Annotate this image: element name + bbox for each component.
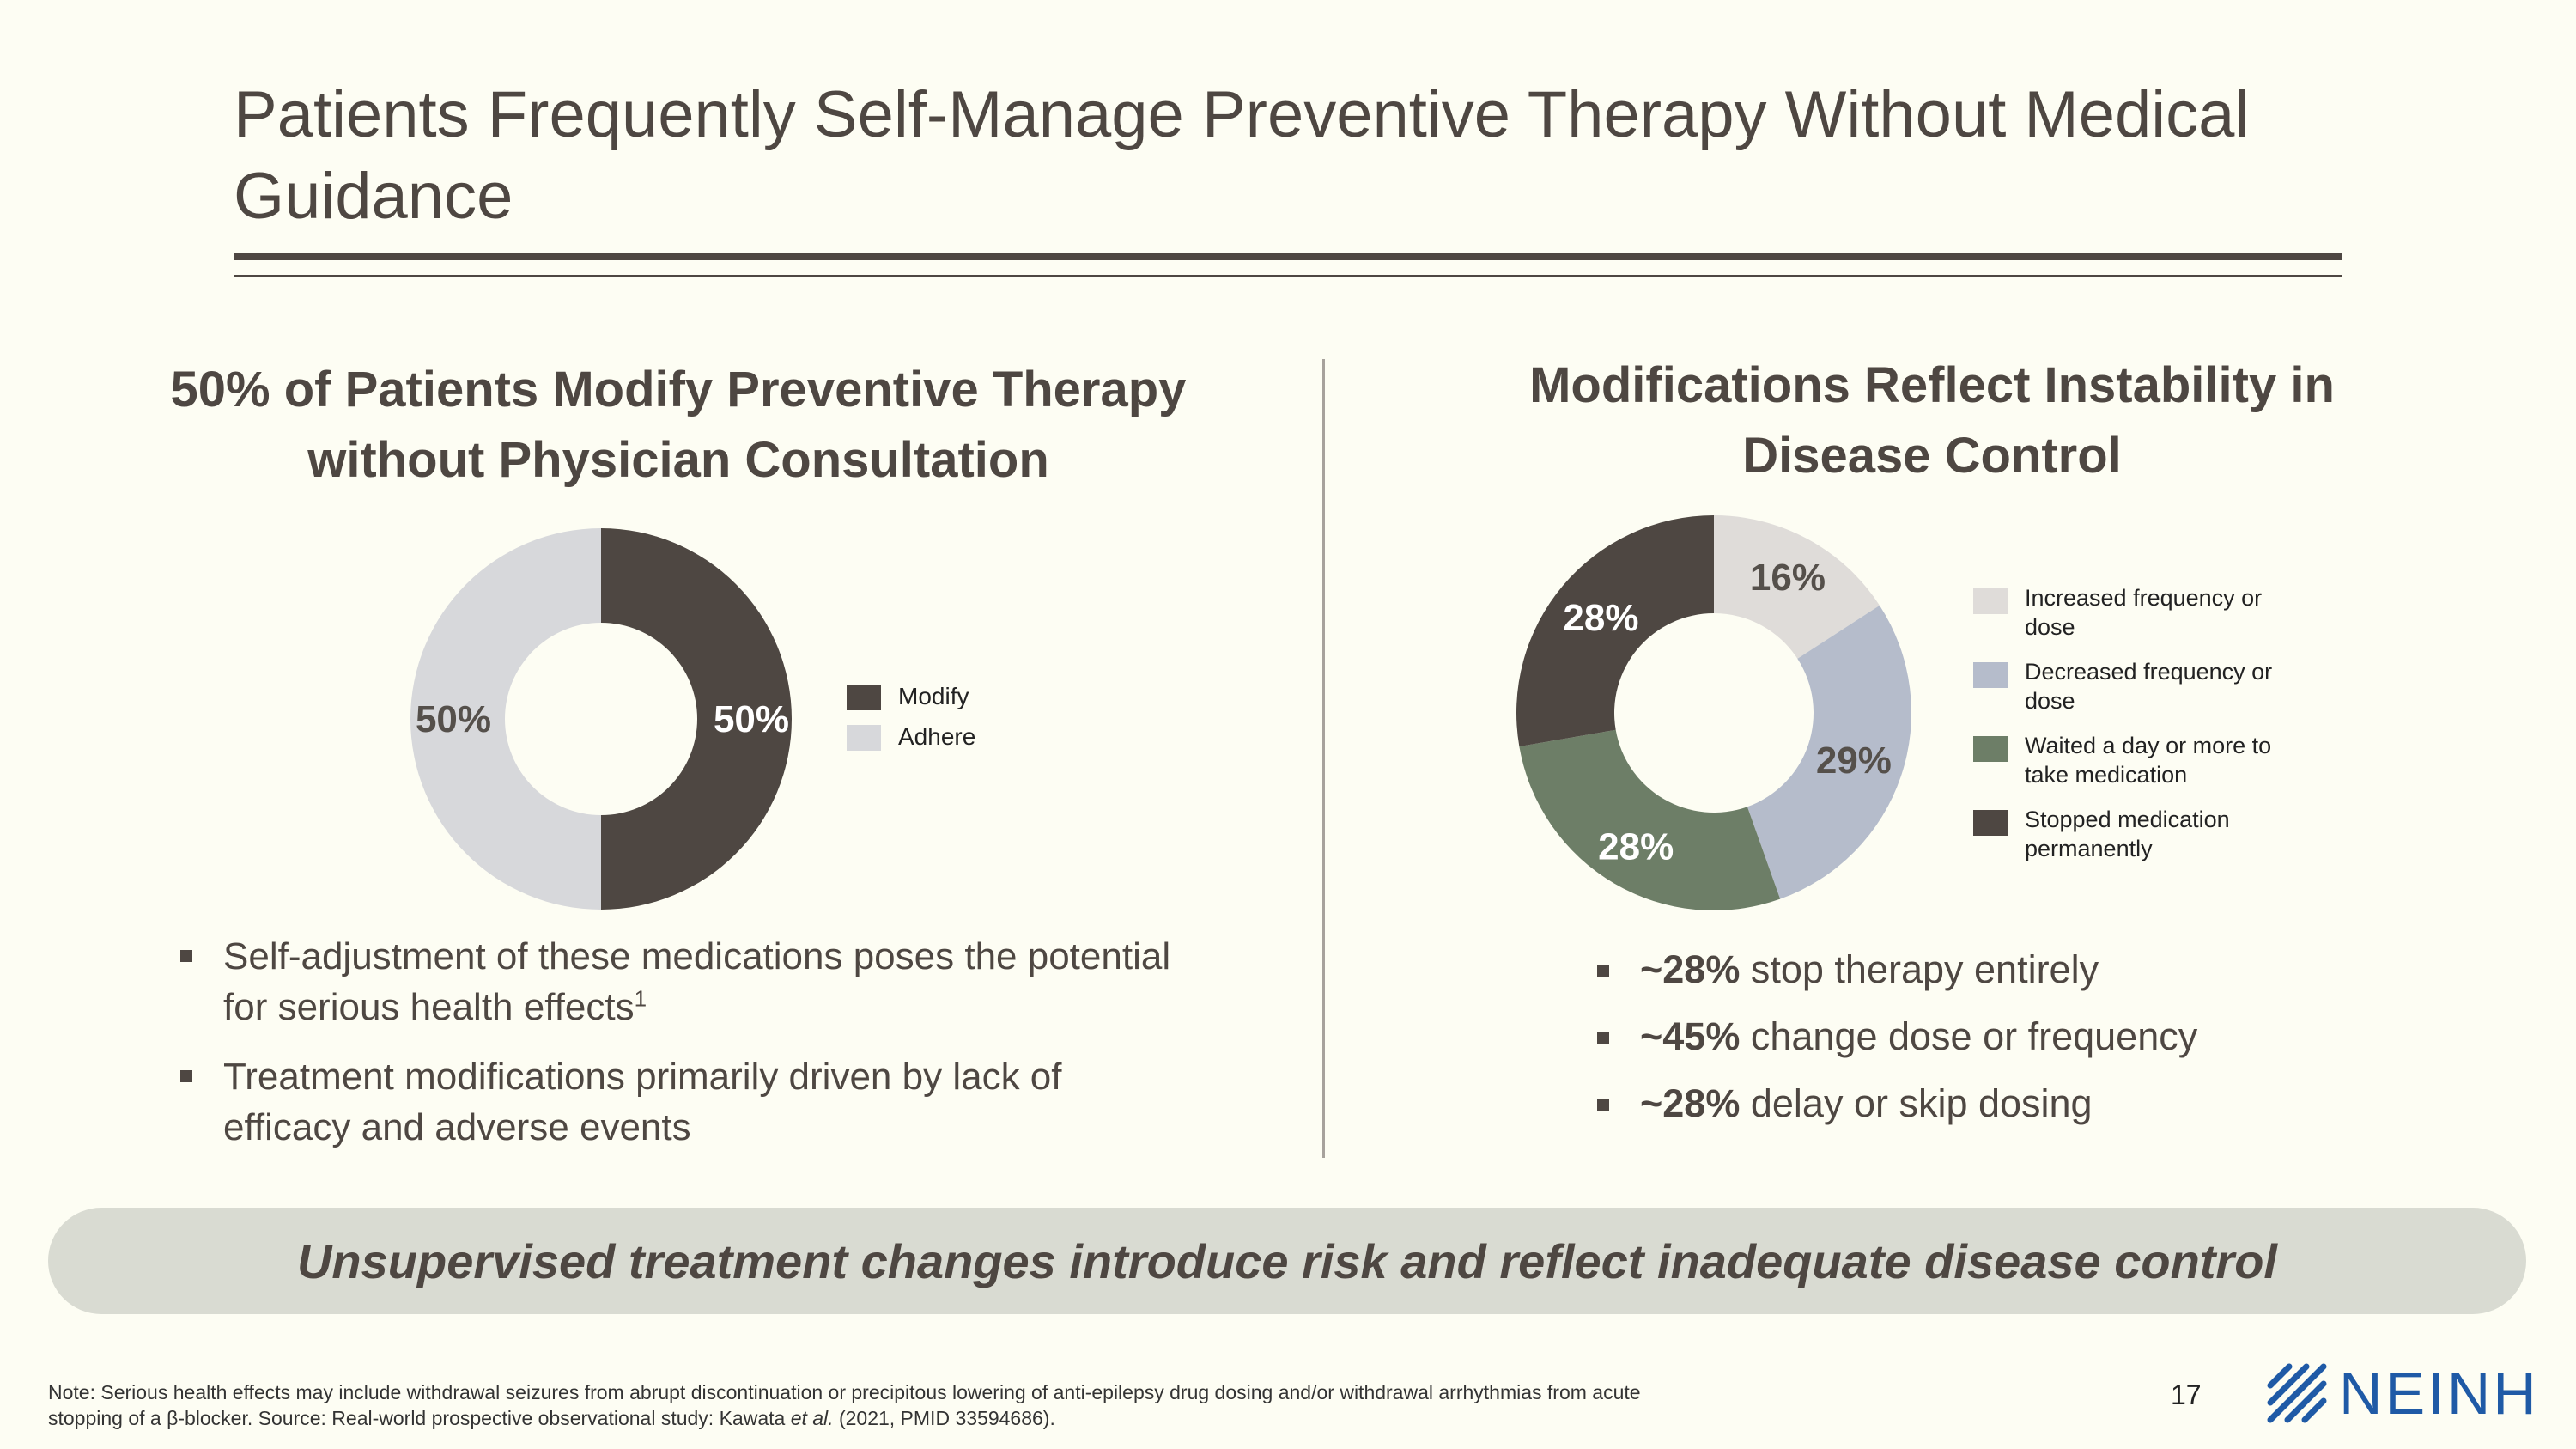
footnote-et-al: et al.: [790, 1407, 834, 1429]
page-number: 17: [2171, 1379, 2202, 1410]
legend-label-decreased: Decreased frequency or dose: [2025, 659, 2273, 714]
right-panel-heading: Modifications Reflect Instability in Dis…: [1529, 357, 2335, 484]
legend-label-waited: Waited a day or more to take medication: [2025, 733, 2272, 788]
left-bullet-2: Treatment modifications primarily driven…: [179, 1051, 1192, 1153]
footnote-line-2: stopping of a β-blocker. Source: Real-wo…: [48, 1405, 1937, 1431]
increased-slice-label: 16%: [1750, 557, 1826, 599]
right-bullet-3-text: delay or skip dosing: [1740, 1081, 2093, 1125]
legend-swatch-stopped: [1973, 810, 2008, 836]
right-bullet-3-value: ~28%: [1640, 1081, 1741, 1125]
neinh-logo-icon: [2267, 1363, 2327, 1423]
right-chart-legend: Increased frequency or dose Decreased fr…: [1973, 585, 2334, 872]
footnote: Note: Serious health effects may include…: [48, 1379, 1937, 1431]
legend-label-stopped: Stopped medication permanently: [2025, 807, 2230, 861]
key-takeaway-banner: Unsupervised treatment changes introduce…: [48, 1208, 2526, 1314]
legend-label-modify: Modify: [898, 683, 969, 709]
right-bullet-1-value: ~28%: [1640, 947, 1741, 991]
right-bullet-2-text: change dose or frequency: [1740, 1014, 2198, 1058]
footnote-line-1: Note: Serious health effects may include…: [48, 1381, 1641, 1403]
waited-slice: [1519, 729, 1781, 910]
right-bullet-2-value: ~45%: [1640, 1014, 1741, 1058]
modify-slice: [601, 528, 792, 910]
waited-slice-label: 28%: [1598, 825, 1674, 868]
company-logo: NEINH: [2263, 1359, 2539, 1428]
adhere-slice-label: 50%: [416, 698, 491, 740]
stopped-slice-label: 28%: [1563, 597, 1638, 639]
right-bullet-1-text: stop therapy entirely: [1740, 947, 2099, 991]
legend-swatch-decreased: [1973, 662, 2008, 688]
stopped-slice: [1516, 515, 1714, 747]
right-bullet-2: ~45% change dose or frequency: [1595, 1011, 2282, 1062]
right-bullet-3: ~28% delay or skip dosing: [1595, 1078, 2282, 1129]
left-bullet-1: Self-adjustment of these medications pos…: [179, 931, 1192, 1032]
left-chart-legend: Modify Adhere: [847, 683, 1018, 753]
right-bullet-1: ~28% stop therapy entirely: [1595, 944, 2282, 995]
decreased-slice: [1747, 605, 1911, 899]
key-takeaway-text: Unsupervised treatment changes introduce…: [296, 1233, 2277, 1288]
legend-label-increased: Increased frequency or dose: [2025, 585, 2263, 640]
left-bullet-1-text: Self-adjustment of these medications pos…: [223, 935, 1171, 1028]
legend-swatch-waited: [1973, 736, 2008, 762]
left-bullet-list: Self-adjustment of these medications pos…: [179, 931, 1192, 1172]
footnote-line-2-end: (2021, PMID 33594686).: [833, 1407, 1055, 1429]
footnote-reference: 1: [634, 985, 647, 1012]
legend-swatch-adhere: [847, 725, 881, 751]
left-panel-heading: 50% of Patients Modify Preventive Therap…: [170, 362, 1187, 488]
right-bullet-list: ~28% stop therapy entirely ~45% change d…: [1595, 944, 2282, 1145]
modification-types-donut-chart: 16% 29% 28% 28%: [1516, 515, 1911, 910]
modify-slice-label: 50%: [714, 698, 789, 740]
title-rule-thin: [234, 275, 2342, 277]
slide-title: Patients Frequently Self-Manage Preventi…: [234, 78, 2250, 233]
legend-label-adhere: Adhere: [898, 723, 976, 750]
title-rule-thick: [234, 253, 2342, 260]
footnote-line-2-start: stopping of a β-blocker. Source: Real-wo…: [48, 1407, 791, 1429]
increased-slice: [1714, 515, 1880, 659]
panel-divider: [1322, 359, 1325, 1158]
decreased-slice-label: 29%: [1816, 740, 1892, 782]
legend-swatch-modify: [847, 685, 881, 710]
adhere-slice: [410, 528, 601, 910]
left-bullet-2-text: Treatment modifications primarily driven…: [223, 1056, 1062, 1148]
legend-swatch-increased: [1973, 588, 2008, 614]
modify-adhere-donut-chart: 50% 50%: [410, 528, 792, 910]
logo-wordmark: NEINH: [2339, 1360, 2539, 1427]
